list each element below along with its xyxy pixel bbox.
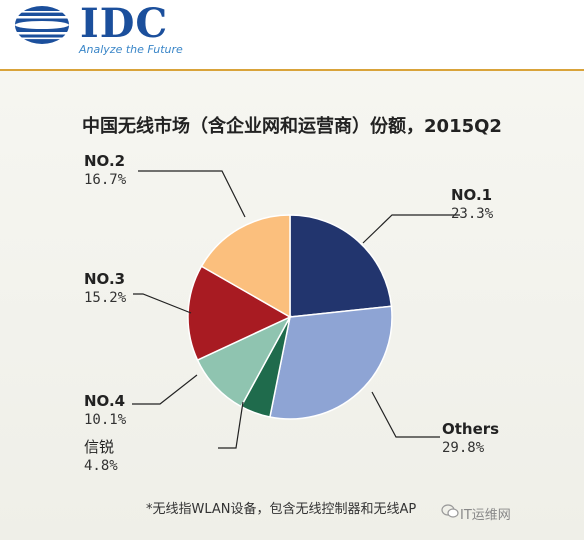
label-no3: NO.3 15.2%	[84, 270, 126, 308]
watermark: IT运维网	[460, 508, 511, 523]
header: IDC Analyze the Future	[0, 0, 584, 70]
pie-slice-no2	[200, 214, 291, 319]
idc-globe-icon	[15, 6, 69, 44]
leader-line-xinrui	[218, 401, 244, 449]
leader-line-no1	[362, 214, 460, 244]
slice-value-xinrui: 4.8%	[84, 458, 118, 474]
wechat-icon	[441, 504, 459, 518]
leader-line-no2	[138, 170, 246, 218]
slice-label-no3: NO.3	[84, 270, 126, 288]
slice-value-no2: 16.7%	[84, 172, 127, 188]
slice-value-no4: 10.1%	[84, 412, 127, 428]
label-no2: NO.2 16.7%	[84, 152, 126, 190]
chart-title: 中国无线市场（含企业网和运营商）份额，2015Q2	[82, 116, 502, 137]
header-divider	[0, 69, 584, 71]
label-no4: NO.4 10.1%	[84, 392, 126, 430]
label-xinrui: 信锐 4.8%	[84, 438, 118, 476]
pie-slice-no3	[187, 265, 292, 362]
pie-slice-others	[269, 305, 393, 420]
leader-line-no4	[132, 374, 198, 405]
slice-label-others: Others	[442, 420, 500, 438]
slice-value-others: 29.8%	[442, 440, 485, 456]
pie-slice-no1	[289, 214, 393, 318]
slice-label-xinrui: 信锐	[84, 438, 115, 456]
leader-line-no3	[133, 293, 192, 314]
brand-name: IDC	[80, 0, 169, 47]
slice-value-no1: 23.3%	[451, 206, 494, 222]
label-no1: NO.1 23.3%	[451, 186, 493, 224]
brand-tagline: Analyze the Future	[79, 43, 183, 56]
chart-footnote: *无线指WLAN设备，包含无线控制器和无线AP	[146, 502, 417, 517]
leader-line-others	[371, 391, 440, 438]
slice-value-no3: 15.2%	[84, 290, 127, 306]
slice-label-no4: NO.4	[84, 392, 126, 410]
slice-label-no2: NO.2	[84, 152, 126, 170]
slice-label-no1: NO.1	[451, 186, 493, 204]
label-others: Others 29.8%	[442, 420, 499, 458]
